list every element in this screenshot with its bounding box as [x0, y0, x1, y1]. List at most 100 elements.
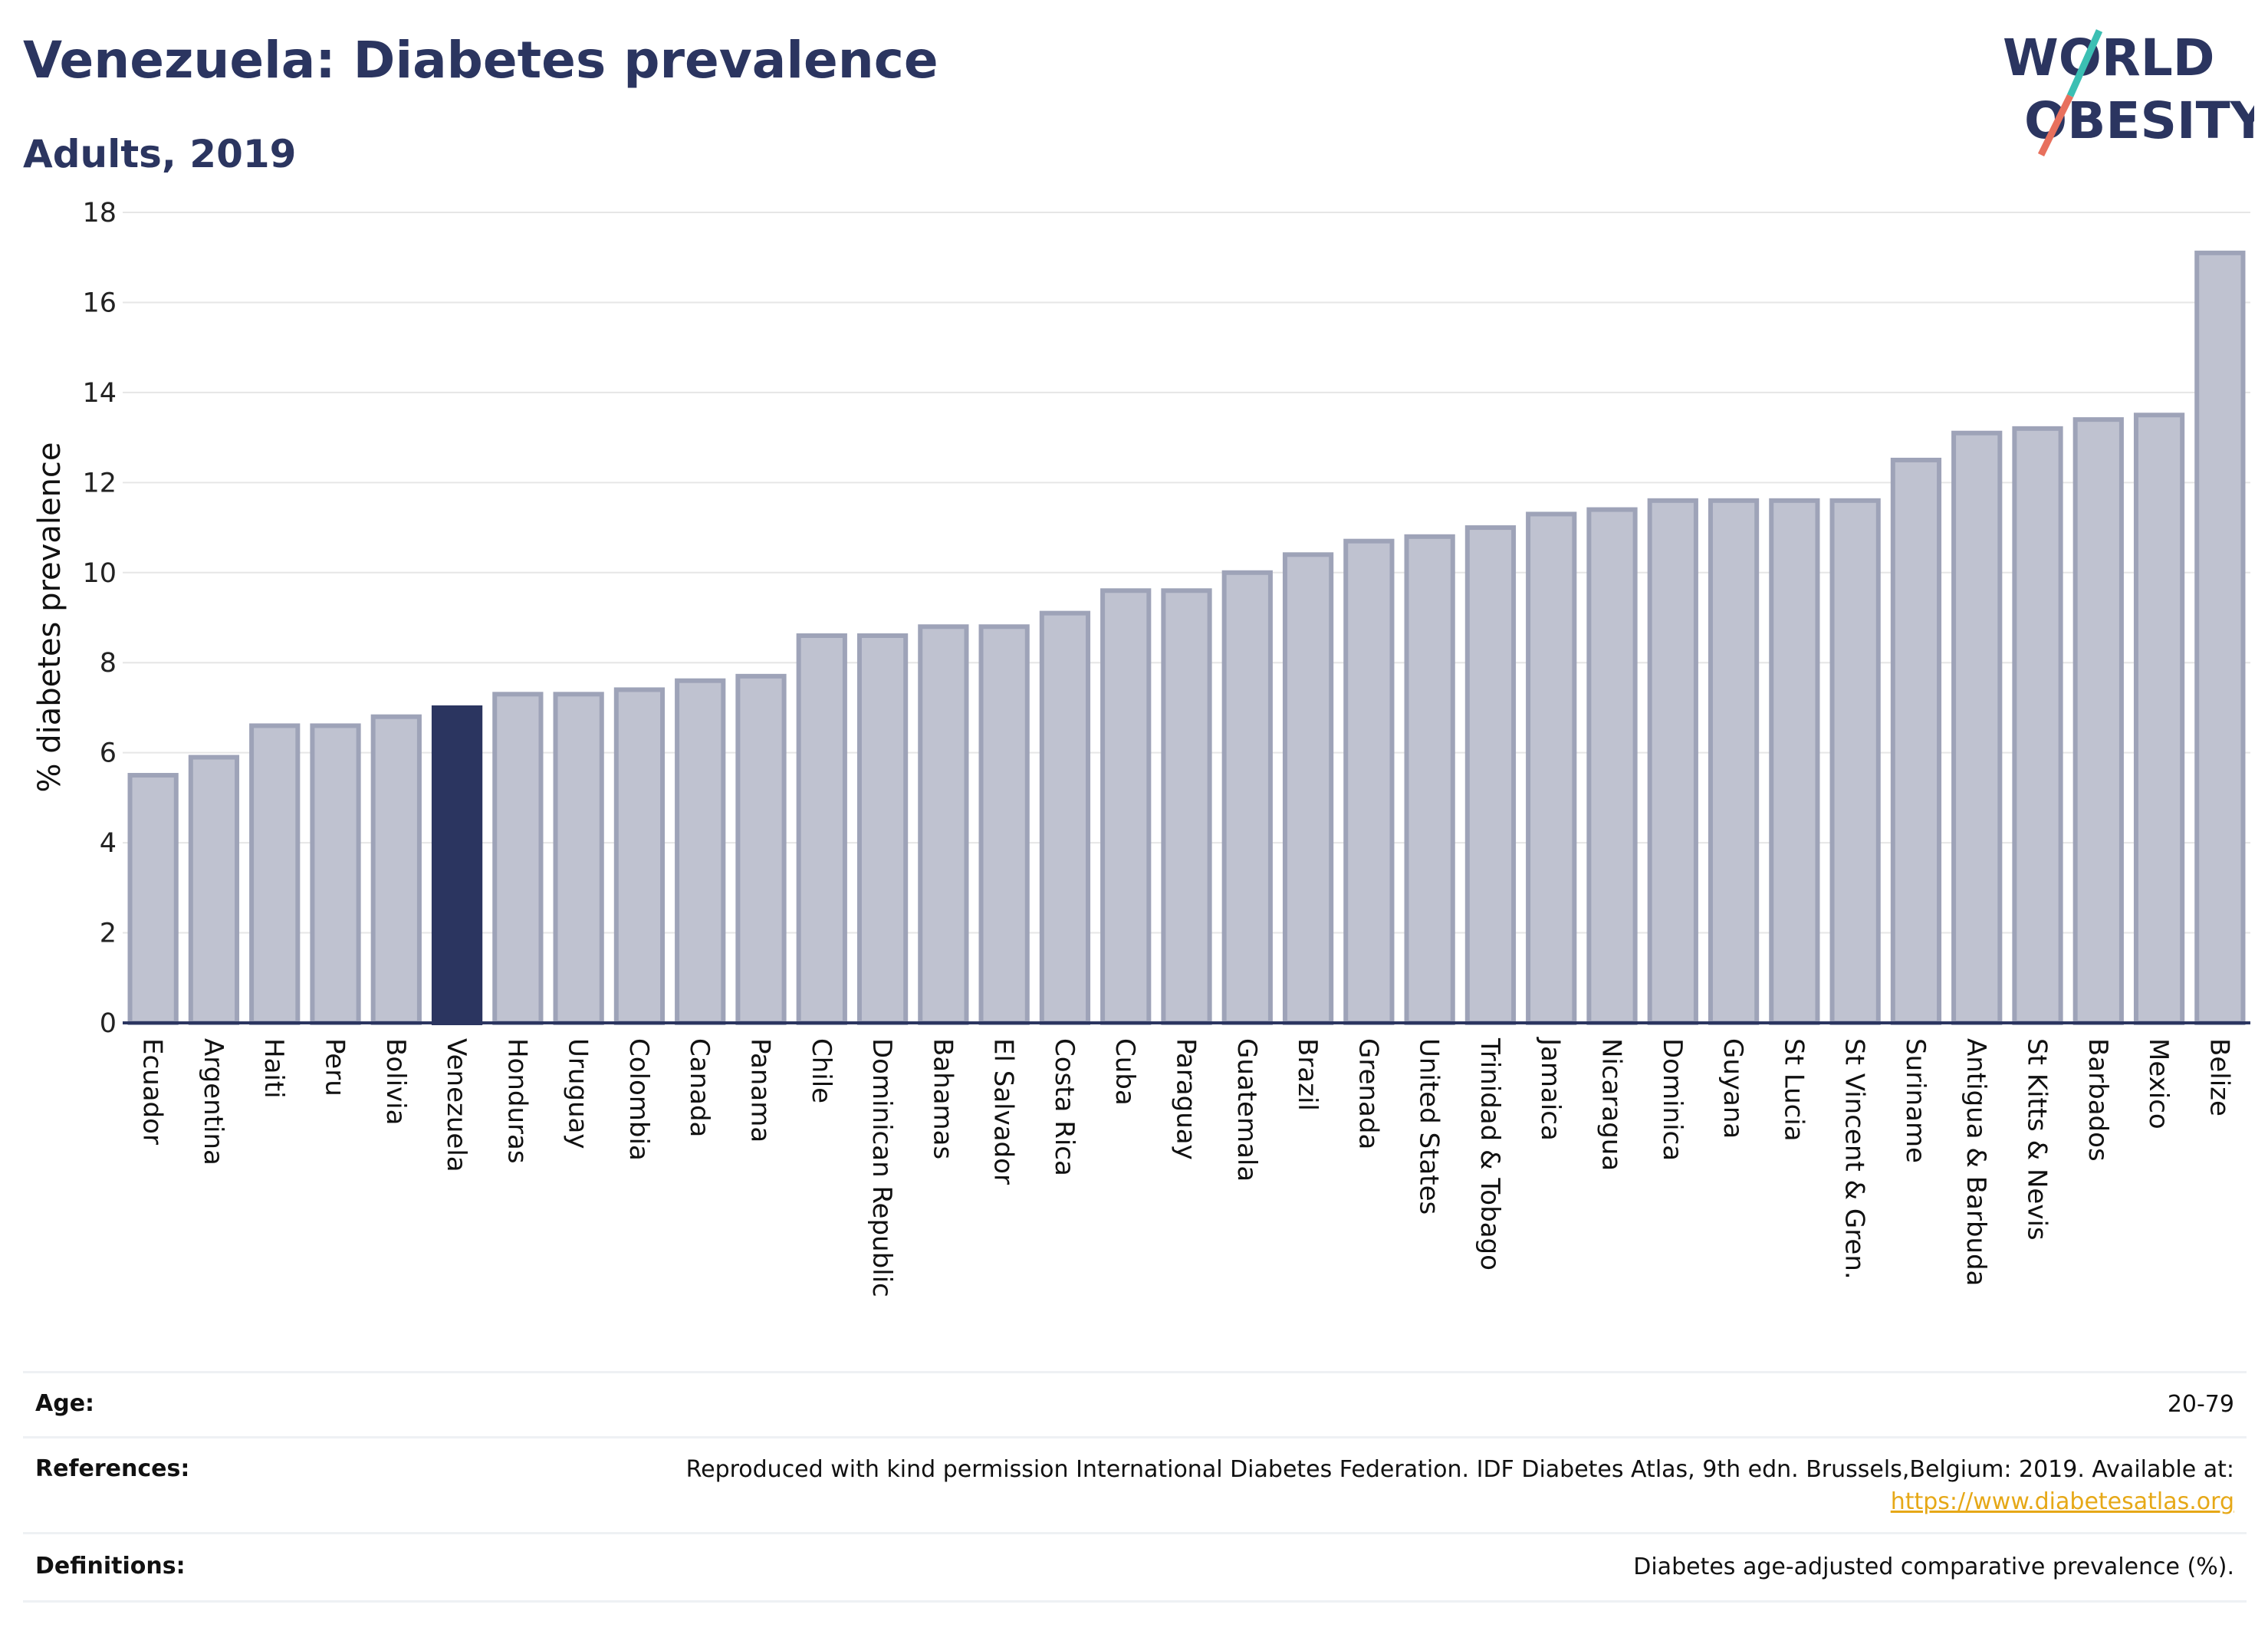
x-category-label: Canada	[684, 1038, 715, 1137]
info-value-age: 20-79	[2167, 1391, 2234, 1418]
y-tick-label: 2	[100, 919, 117, 949]
page-title: Venezuela: Diabetes prevalence	[23, 31, 938, 90]
world-obesity-logo: WORLD OBESITY	[2003, 28, 2254, 156]
bar-panama	[735, 673, 787, 1025]
bar-haiti	[249, 723, 301, 1026]
y-axis-title: % diabetes prevalence	[32, 442, 67, 792]
bar-bahamas	[918, 624, 969, 1025]
x-category-label: Cuba	[1109, 1038, 1140, 1106]
bar-dominican-republic	[856, 633, 909, 1025]
bar-honduras	[492, 692, 544, 1025]
info-label-definitions: Definitions:	[35, 1553, 186, 1580]
info-row-age: Age: 20-79	[23, 1371, 2247, 1436]
x-category-label: Bahamas	[927, 1038, 958, 1159]
x-category-label: United States	[1414, 1038, 1445, 1215]
bars	[127, 250, 2246, 1026]
bar-canada	[675, 678, 726, 1025]
bar-jamaica	[1526, 511, 1577, 1025]
bar-mexico	[2133, 413, 2185, 1025]
info-value-references: Reproduced with kind permission Internat…	[686, 1454, 2234, 1518]
bar-united-states	[1404, 534, 1455, 1025]
x-category-label: El Salvador	[988, 1038, 1019, 1185]
references-text: Reproduced with kind permission Internat…	[685, 1456, 2234, 1483]
x-category-label: Grenada	[1353, 1038, 1383, 1149]
x-category-label: St Kitts & Nevis	[2022, 1038, 2053, 1241]
x-category-label: Chile	[806, 1038, 837, 1103]
bar-trinidad-tobago	[1464, 525, 1517, 1025]
x-category-label: St Lucia	[1778, 1038, 1809, 1142]
bar-antigua-barbuda	[1951, 430, 2003, 1025]
x-category-label: Panama	[745, 1038, 776, 1142]
x-category-label: Jamaica	[1535, 1037, 1566, 1141]
y-tick-label: 18	[82, 198, 117, 228]
bar-uruguay	[553, 692, 604, 1025]
y-tick-label: 14	[82, 378, 117, 409]
bar-el-salvador	[978, 624, 1030, 1025]
x-category-label: Uruguay	[563, 1038, 593, 1149]
bar-guatemala	[1221, 570, 1273, 1025]
logo-slash-teal	[2066, 29, 2103, 97]
x-category-label: Trinidad & Tobago	[1474, 1037, 1505, 1271]
y-tick-labels: 0 2 4 6 8 10 12 14 16 18	[82, 198, 117, 1039]
logo-word-world: WORLD	[2003, 28, 2215, 87]
x-category-label: Honduras	[501, 1038, 532, 1164]
x-category-label: Dominican Republic	[866, 1038, 897, 1297]
bar-suriname	[1890, 457, 1942, 1025]
bar-nicaragua	[1586, 507, 1638, 1025]
x-category-label: Peru	[320, 1038, 350, 1096]
bar-st-lucia	[1769, 498, 1820, 1025]
bar-colombia	[613, 687, 666, 1025]
x-category-label: Brazil	[1292, 1038, 1323, 1111]
bar-ecuador	[127, 773, 179, 1025]
x-category-label: Ecuador	[137, 1038, 168, 1145]
x-category-label: St Vincent & Gren.	[1839, 1038, 1870, 1280]
x-category-label: Nicaragua	[1596, 1038, 1627, 1171]
info-label-age: Age:	[35, 1390, 95, 1417]
bar-chile	[796, 633, 847, 1025]
x-category-label: Colombia	[623, 1038, 654, 1161]
bar-grenada	[1343, 538, 1395, 1025]
x-category-label: Venezuela	[441, 1038, 472, 1172]
bar-st-vincent-gren-	[1829, 498, 1881, 1025]
info-row-definitions: Definitions: Diabetes age-adjusted compa…	[23, 1532, 2247, 1603]
bar-dominica	[1647, 498, 1698, 1025]
info-row-references: References: Reproduced with kind permiss…	[23, 1436, 2247, 1532]
y-tick-label: 6	[100, 738, 117, 769]
diabetesatlas-link[interactable]: https://www.diabetesatlas.org	[1890, 1488, 2234, 1515]
logo-slash-coral	[2037, 94, 2074, 156]
x-category-label: Costa Rica	[1049, 1038, 1080, 1176]
x-category-label: Dominica	[1657, 1038, 1688, 1161]
info-value-definitions: Diabetes age-adjusted comparative preval…	[1633, 1553, 2234, 1580]
bar-paraguay	[1161, 588, 1212, 1025]
bar-bolivia	[370, 714, 422, 1025]
x-category-label: Argentina	[198, 1038, 228, 1165]
bar-costa-rica	[1039, 610, 1091, 1025]
x-category-labels: Ecuador Argentina Haiti Peru Bolivia Venezuel…	[137, 1037, 2235, 1297]
y-tick-label: 16	[82, 288, 117, 318]
x-category-label: Haiti	[258, 1038, 289, 1099]
bar-guyana	[1708, 498, 1760, 1025]
bar-peru	[310, 723, 361, 1026]
x-category-label: Antigua & Barbuda	[1961, 1038, 1991, 1286]
bar-argentina	[188, 755, 240, 1025]
y-tick-label: 4	[100, 828, 117, 859]
bar-belize	[2194, 250, 2246, 1026]
bar-chart: 0 2 4 6 8 10 12 14 16 18 Ecuador Argentina Haiti Per…	[32, 198, 2250, 1297]
x-category-label: Mexico	[2143, 1038, 2174, 1129]
x-category-label: Belize	[2204, 1038, 2234, 1116]
x-category-label: Bolivia	[380, 1038, 411, 1125]
y-tick-label: 0	[100, 1008, 117, 1039]
x-category-label: Guatemala	[1231, 1038, 1262, 1182]
bar-brazil	[1282, 552, 1334, 1025]
x-category-label: Barbados	[2082, 1038, 2113, 1162]
bar-cuba	[1100, 588, 1152, 1025]
page-subtitle: Adults, 2019	[23, 132, 297, 176]
x-category-label: Suriname	[1900, 1038, 1931, 1163]
bar-venezuela	[431, 705, 483, 1025]
info-table: Age: 20-79 References: Reproduced with k…	[23, 1371, 2247, 1603]
y-tick-label: 12	[82, 468, 117, 498]
info-label-references: References:	[35, 1455, 190, 1482]
bar-st-kitts-nevis	[2012, 426, 2063, 1025]
y-tick-label: 10	[82, 558, 117, 589]
logo-word-obesity: OBESITY	[2024, 91, 2254, 150]
